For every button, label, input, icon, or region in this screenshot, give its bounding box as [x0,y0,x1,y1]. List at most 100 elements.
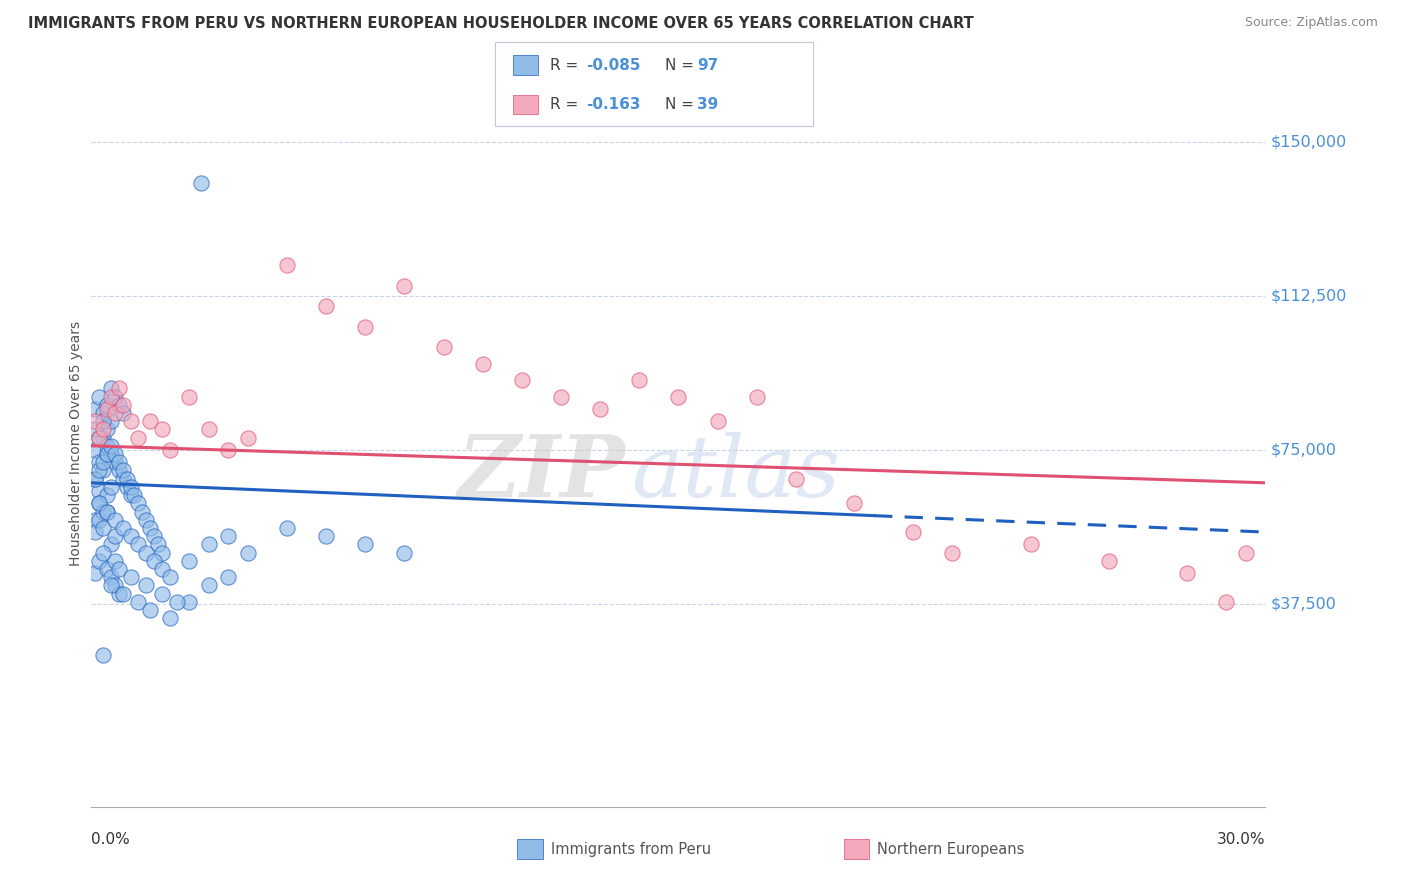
Point [150,422,173,436]
Text: 0.0%: 0.0% [91,832,131,847]
Point [96,447,118,461]
Point [96,401,118,416]
Text: -0.085: -0.085 [586,58,641,72]
Point [100,414,122,428]
Point [107,587,129,601]
Point [104,554,127,568]
Point [589,401,612,416]
Point [197,537,219,551]
Point [91,406,114,420]
Point [96,447,118,461]
Point [127,496,149,510]
Point [91,521,114,535]
Point [354,319,377,334]
Point [120,480,142,494]
Point [190,176,212,190]
Point [432,340,454,354]
Point [120,414,142,428]
Point [120,570,142,584]
Point [159,442,181,457]
Point [236,546,259,560]
Point [115,480,138,494]
Text: N =: N = [665,58,699,72]
Point [315,299,337,313]
Point [111,398,134,412]
Point [143,554,166,568]
Point [89,455,111,469]
Point [89,390,111,404]
Point [197,578,219,592]
Point [107,398,129,412]
Point [146,537,169,551]
Y-axis label: Householder Income Over 65 years: Householder Income Over 65 years [69,321,83,566]
Point [104,455,127,469]
Point [159,570,181,584]
Point [217,442,239,457]
Point [1175,566,1198,581]
Point [1098,554,1121,568]
Point [276,521,298,535]
Point [89,496,111,510]
Point [96,422,118,436]
Point [111,406,134,420]
Point [96,562,118,576]
Point [100,447,122,461]
Point [84,472,107,486]
Point [91,504,114,518]
Point [510,373,533,387]
Point [131,504,153,518]
Point [84,414,107,428]
Point [120,488,142,502]
Point [159,611,181,625]
Point [89,431,111,445]
Point [150,546,173,560]
Text: atlas: atlas [631,432,841,514]
Point [179,595,201,609]
Point [127,595,149,609]
Point [150,562,173,576]
Point [96,504,118,518]
Point [150,587,173,601]
Point [179,554,201,568]
Point [550,390,572,404]
Point [115,472,138,486]
Text: Northern Europeans: Northern Europeans [877,842,1025,856]
Point [471,357,494,371]
Point [120,529,142,543]
Point [91,431,114,445]
Point [706,414,728,428]
Point [107,381,129,395]
Point [91,422,114,436]
Point [96,439,118,453]
Point [666,390,689,404]
Point [217,529,239,543]
Point [139,414,162,428]
Point [901,524,924,539]
Text: 39: 39 [697,97,718,112]
Point [100,480,122,494]
Point [139,521,162,535]
Text: 30.0%: 30.0% [1218,832,1265,847]
Point [104,447,127,461]
Text: $150,000: $150,000 [1271,135,1347,149]
Point [785,472,807,486]
Point [96,398,118,412]
Point [1234,546,1257,560]
Point [89,513,111,527]
Point [96,504,118,518]
Point [91,648,114,663]
Text: $75,000: $75,000 [1271,442,1337,458]
Text: N =: N = [665,97,699,112]
Point [124,488,146,502]
Point [100,578,122,592]
Point [84,422,107,436]
Point [179,390,201,404]
Text: Source: ZipAtlas.com: Source: ZipAtlas.com [1244,16,1378,29]
Point [89,431,111,445]
Point [84,442,107,457]
Point [91,463,114,477]
Point [143,529,166,543]
Point [91,414,114,428]
Point [96,488,118,502]
Point [354,537,377,551]
